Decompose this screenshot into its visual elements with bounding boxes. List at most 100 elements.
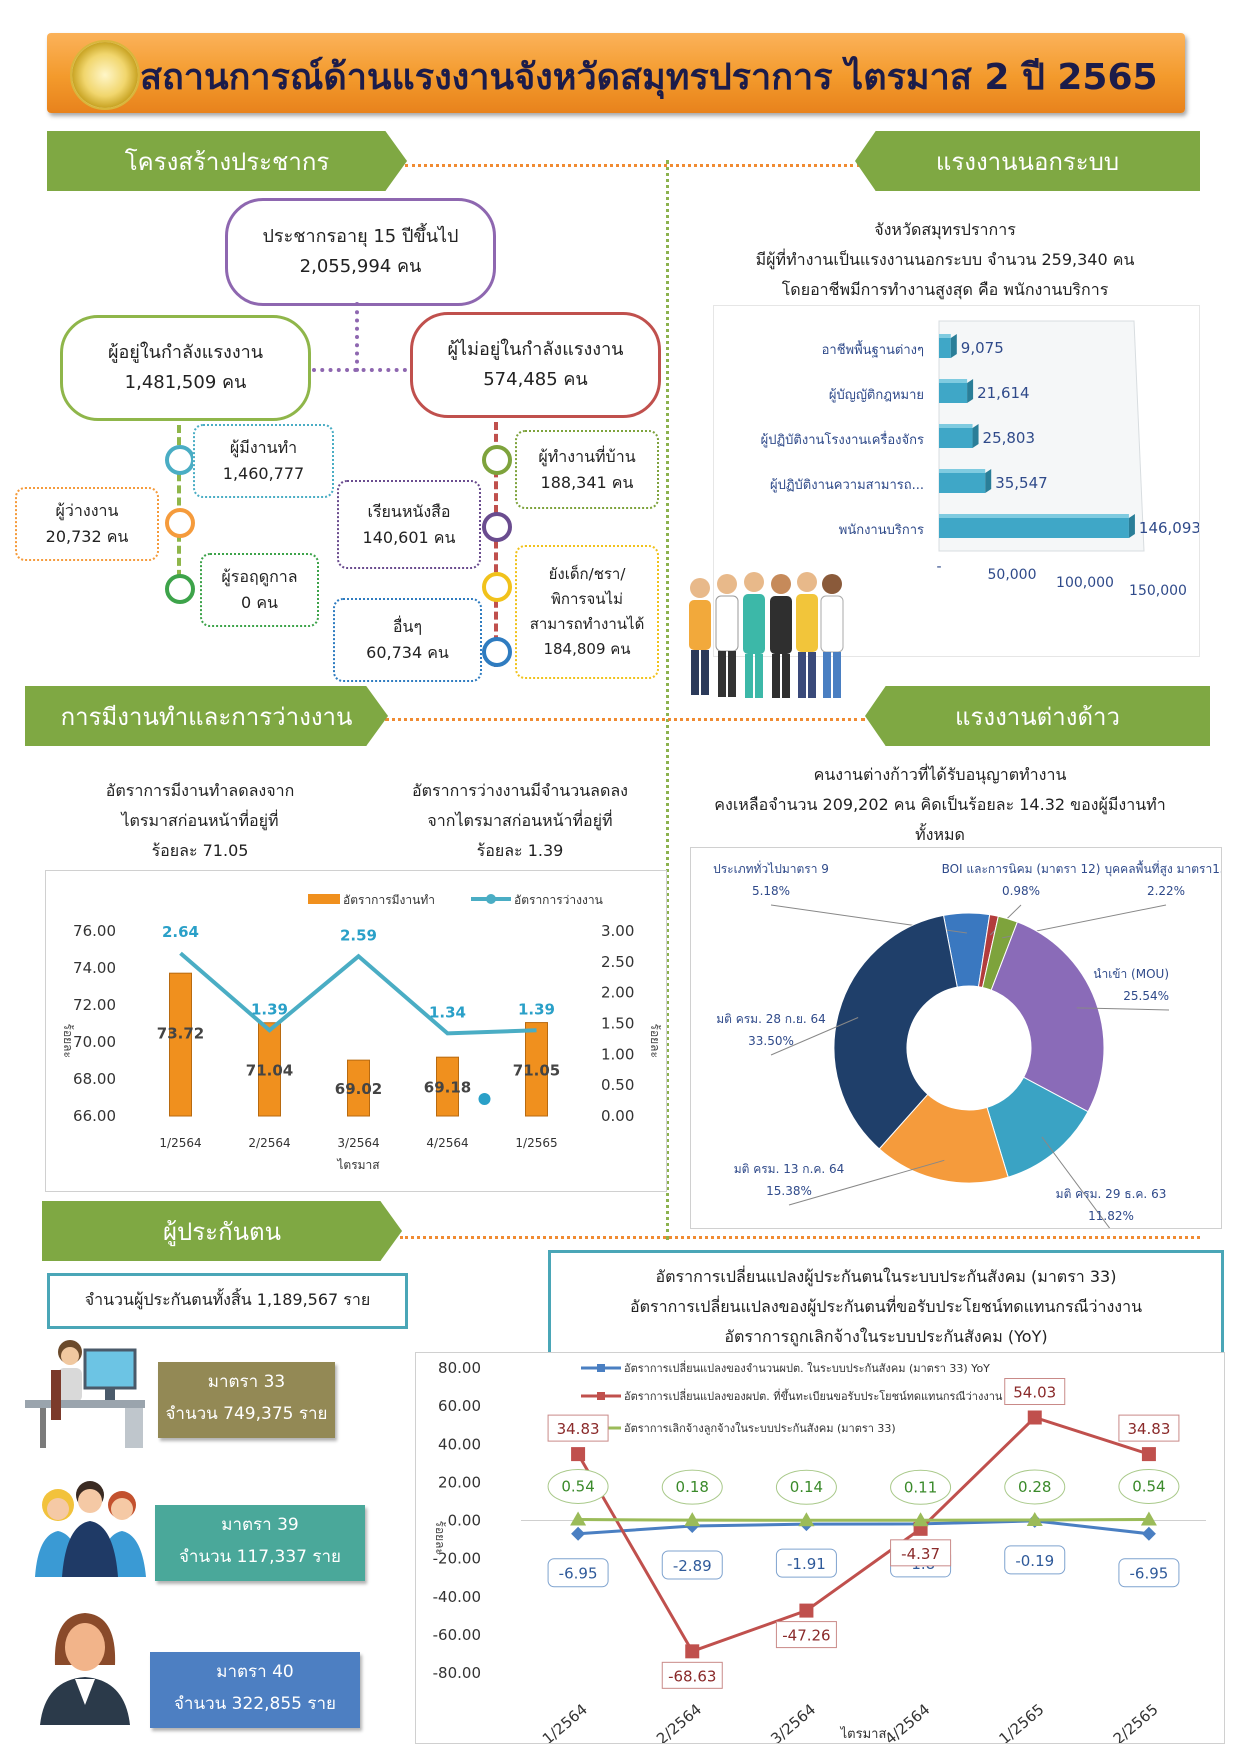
informal-xtick-label: - bbox=[936, 559, 941, 575]
section39-title: มาตรา 39 bbox=[221, 1515, 299, 1535]
unemployment-ytick-label: 2.50 bbox=[601, 953, 634, 971]
insured-label-box bbox=[775, 1548, 837, 1578]
unemployment-y-axis-label: ร้อยละ bbox=[648, 1024, 662, 1058]
informal-bar bbox=[939, 428, 973, 448]
insured-ytick-label: -60.00 bbox=[433, 1626, 481, 1644]
insured-value-label: -2.89 bbox=[673, 1557, 712, 1575]
employment-bar bbox=[525, 1022, 548, 1117]
informal-xtick-label: 50,000 bbox=[988, 567, 1037, 583]
employment-note-l3: ร้อยละ 71.05 bbox=[151, 841, 249, 860]
foreign-banner: แรงงานต่างด้าว bbox=[865, 686, 1210, 746]
employment-value-label: 71.05 bbox=[513, 1061, 560, 1079]
insured-ytick-label: -20.00 bbox=[433, 1550, 481, 1568]
housework-node-icon bbox=[482, 445, 512, 475]
insured-label-bubble bbox=[890, 1469, 952, 1505]
insured-value-label: -47.26 bbox=[782, 1627, 830, 1645]
others-box: อื่นๆ 60,734 คน bbox=[333, 598, 482, 682]
employment-xtick-label: 1/2565 bbox=[515, 1136, 557, 1150]
insured-ytick-label: -40.00 bbox=[433, 1588, 481, 1606]
unemployment-ytick-label: 3.00 bbox=[601, 922, 634, 940]
employment-chart-frame: 66.00 68.00 70.00 72.00 74.00 76.00 0.00 0.50 1.… bbox=[45, 870, 667, 1192]
foreign-line1: คนงานต่างก้าวที่ได้รับอนุญาตทำงาน bbox=[813, 765, 1067, 784]
informal-bar-side bbox=[972, 424, 979, 448]
donut-slice bbox=[878, 1093, 1009, 1184]
insured-series-line bbox=[578, 1517, 1149, 1522]
donut-slice-label: บุคคลพื้นที่สูง มาตรา13 bbox=[1105, 860, 1221, 877]
unemployment-ytick-label: 0.00 bbox=[601, 1107, 634, 1125]
informal-bar bbox=[939, 518, 1129, 538]
insured-label-box bbox=[547, 1558, 609, 1588]
unemployment-line bbox=[179, 951, 537, 1036]
donut-slice-label: มติ ครม. 29 ธ.ค. 63 bbox=[1056, 1187, 1167, 1201]
employment-xtick-label: 1/2564 bbox=[159, 1136, 201, 1150]
section40-box: มาตรา 40 จำนวน 322,855 ราย bbox=[150, 1652, 360, 1728]
donut-slice-label: มติ ครม. 28 ก.ย. 64 bbox=[716, 1012, 826, 1026]
insured-marker-square bbox=[571, 1447, 586, 1462]
insured-marker-triangle bbox=[570, 1511, 587, 1526]
insured-value-label: 0.18 bbox=[676, 1478, 709, 1496]
informal-value-label: 21,614 bbox=[977, 384, 1029, 402]
insured-xtick-label: 1/2564 bbox=[539, 1700, 591, 1743]
employment-ytick-label: 74.00 bbox=[73, 959, 116, 977]
employment-value-label: 69.18 bbox=[424, 1079, 471, 1097]
donut-slice-percent: 0.98% bbox=[1002, 884, 1040, 898]
employment-legend-swatch bbox=[308, 894, 340, 904]
out-labor-force-label: ผู้ไม่อยู่ในกำลังแรงงาน bbox=[447, 339, 624, 360]
unemployment-legend-marker bbox=[486, 894, 496, 904]
foreign-line2: คงเหลือจำนวน 209,202 คน คิดเป็นร้อยละ 14… bbox=[714, 795, 1166, 814]
informal-bar-top bbox=[939, 334, 951, 338]
informal-category-label: ผู้บัญญัติกฎหมาย bbox=[829, 388, 924, 403]
insured-label-bubble bbox=[1004, 1469, 1066, 1505]
section33-box: มาตรา 33 จำนวน 749,375 ราย bbox=[158, 1362, 335, 1438]
informal-value-label: 146,093 bbox=[1139, 519, 1199, 537]
insured-label-bubble bbox=[1118, 1468, 1180, 1504]
informal-category-label: อาชีพพื้นฐานต่างๆ bbox=[822, 340, 924, 358]
insured-legend-label: อัตราการเลิกจ้างลูกจ้างในระบบประกันสังคม… bbox=[624, 1422, 896, 1435]
insured-legend-marker bbox=[597, 1392, 605, 1400]
insured-ytick-label: 40.00 bbox=[438, 1435, 481, 1453]
donut-slice-percent: 15.38% bbox=[766, 1184, 812, 1198]
students-value: 140,601 คน bbox=[362, 527, 456, 547]
insured-label-box bbox=[1004, 1378, 1066, 1406]
insured-value-label: 34.83 bbox=[557, 1420, 600, 1438]
unemployment-ytick-label: 1.00 bbox=[601, 1045, 634, 1063]
employment-y-axis-label: ร้อยละ bbox=[61, 1024, 75, 1058]
insured-value-label: 54.03 bbox=[1013, 1384, 1056, 1402]
informal-occupation-chart: อาชีพพื้นฐานต่างๆ 9,075 ผู้บัญญัติกฎหมาย 21… bbox=[761, 320, 1201, 599]
seasonal-label: ผู้รอฤดูกาล bbox=[221, 567, 298, 586]
unemployed-label: ผู้ว่างงาน bbox=[55, 501, 119, 520]
insured-value-label: -6.95 bbox=[559, 1565, 598, 1583]
donut-leader-line bbox=[1076, 1007, 1170, 1011]
insured-marker-square bbox=[1027, 1410, 1042, 1425]
insured-xtick-label: 4/2564 bbox=[881, 1700, 933, 1743]
unemployment-marker-icon bbox=[478, 1093, 491, 1105]
employment-xtick-label: 3/2564 bbox=[337, 1136, 379, 1150]
population-total-box: ประชากรอายุ 15 ปีขึ้นไป 2,055,994 คน bbox=[225, 198, 496, 306]
insured-label-bubble bbox=[661, 1469, 723, 1505]
top-connector bbox=[405, 164, 860, 167]
unemployment-value-label: 2.64 bbox=[162, 923, 199, 941]
employment-bar bbox=[169, 972, 192, 1117]
donut-slice-label: นำเข้า (MOU) bbox=[1093, 967, 1169, 981]
unemployed-node-icon bbox=[165, 508, 195, 538]
in-labor-force-box: ผู้อยู่ในกำลังแรงงาน 1,481,509 คน bbox=[60, 315, 311, 421]
employment-chart: 66.00 68.00 70.00 72.00 74.00 76.00 0.00 0.50 1.… bbox=[61, 893, 662, 1172]
population-total-label: ประชากรอายุ 15 ปีขึ้นไป bbox=[262, 226, 459, 247]
donut-slice-percent: 11.82% bbox=[1088, 1209, 1134, 1223]
donut-slice-label: BOI และการนิคม (มาตรา 12) bbox=[942, 862, 1101, 876]
students-box: เรียนหนังสือ 140,601 คน bbox=[337, 480, 481, 569]
donut-leader-line bbox=[770, 1017, 859, 1056]
informal-bar-side bbox=[1128, 514, 1135, 538]
office-worker-illustration bbox=[25, 1330, 145, 1450]
informal-line1: จังหวัดสมุทรปราการ bbox=[874, 220, 1016, 239]
insured-marker-triangle bbox=[1140, 1511, 1157, 1526]
donut-slice-label: มติ ครม. 13 ก.ค. 64 bbox=[734, 1162, 845, 1176]
employment-ytick-label: 66.00 bbox=[73, 1107, 116, 1125]
informal-line2: มีผู้ที่ทำงานเป็นแรงงานนอกระบบ จำนวน 259… bbox=[755, 250, 1135, 269]
insured-desc3: อัตราการถูกเลิกจ้างในระบบประกันสังคม (Yo… bbox=[724, 1327, 1048, 1346]
housework-box: ผู้ทำงานที่บ้าน 188,341 คน bbox=[515, 430, 659, 509]
donut-slice bbox=[990, 921, 1105, 1113]
insured-ytick-label: 0.00 bbox=[448, 1512, 481, 1530]
insured-value-label: 0.11 bbox=[904, 1478, 937, 1496]
informal-bar bbox=[939, 383, 968, 403]
